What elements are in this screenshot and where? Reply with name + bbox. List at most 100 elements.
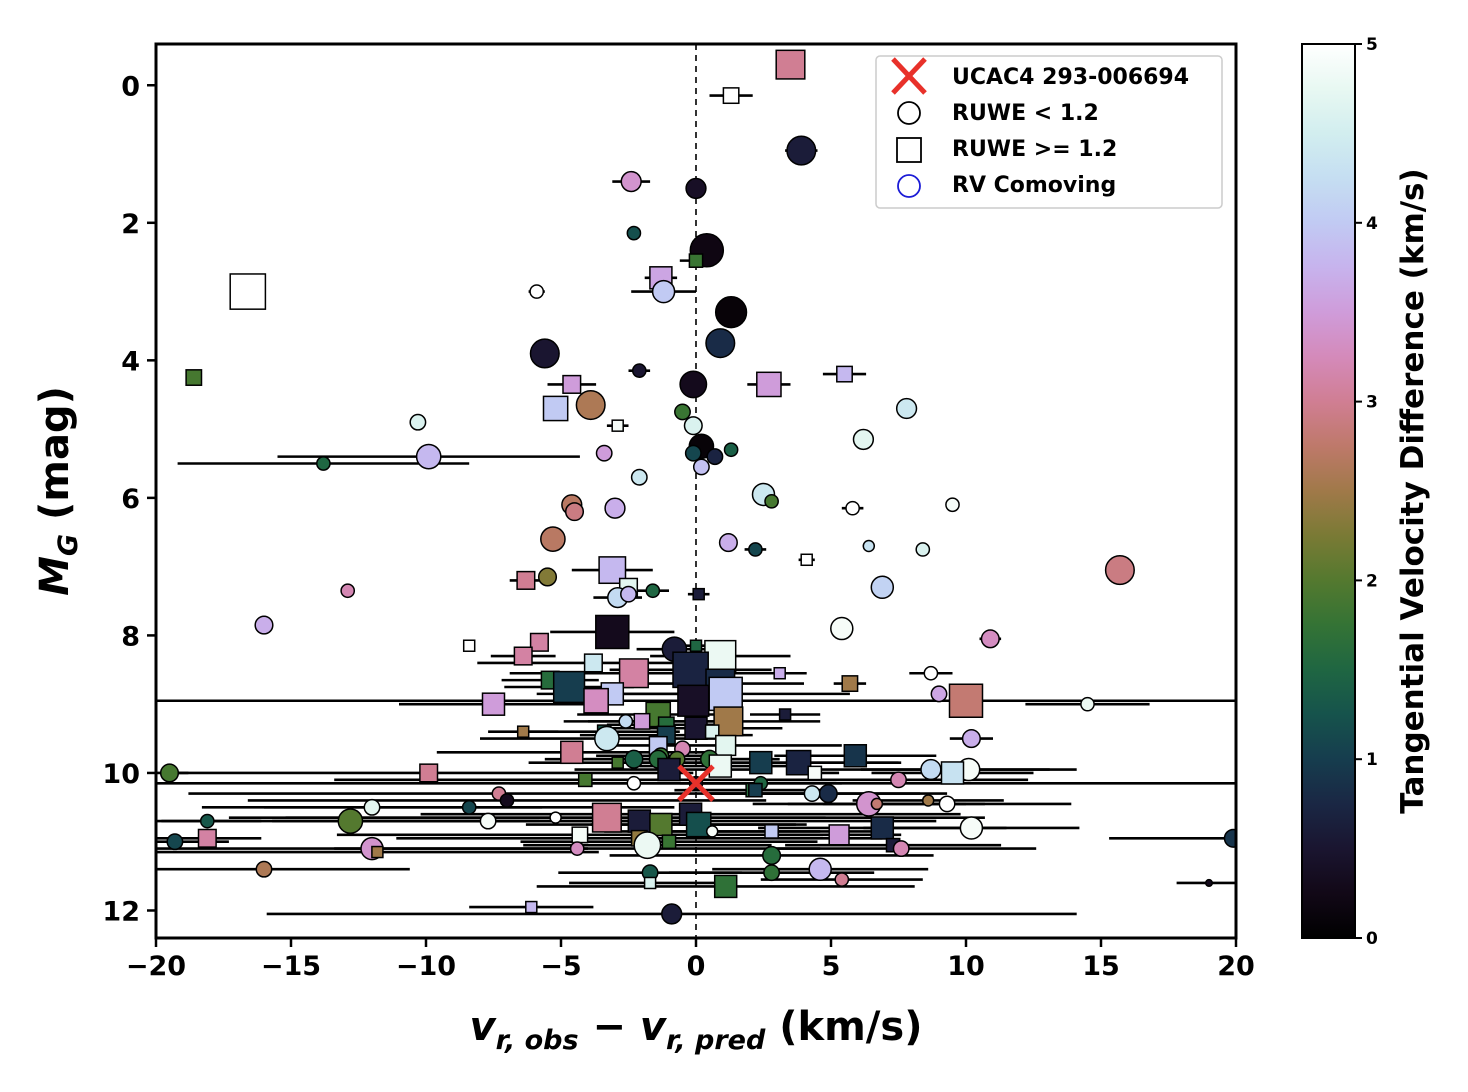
scatter-point-circle (718, 533, 738, 553)
scatter-point-square (542, 395, 569, 422)
scatter-point-square (462, 639, 476, 652)
scatter-point-circle (564, 502, 585, 522)
scatter-point-circle (620, 585, 637, 603)
x-tick-label: 15 (1082, 951, 1120, 982)
scatter-point-circle (818, 784, 838, 804)
legend: UCAC4 293-006694 RUWE < 1.2 RUWE >= 1.2 … (875, 55, 1223, 209)
scatter-point-square (692, 587, 705, 601)
y-tick-label: 2 (121, 209, 140, 240)
scatter-point-circle (705, 825, 719, 838)
scatter-point-square (611, 756, 624, 769)
scatter-point-square (843, 744, 868, 768)
scatter-point-square (371, 845, 384, 859)
scatter-point-circle (692, 458, 710, 476)
scatter-point-circle (620, 170, 642, 193)
scatter-point-circle (706, 448, 724, 466)
y-tick-label: 0 (121, 71, 140, 102)
scatter-point-circle (166, 833, 184, 851)
legend-label-rv-comoving: RV Comoving (952, 173, 1116, 198)
scatter-point-circle (915, 542, 931, 557)
x-tick-label: −15 (261, 951, 321, 982)
legend-label-target: UCAC4 293-006694 (952, 65, 1189, 90)
scatter-point-circle (631, 363, 647, 379)
scatter-point-square (583, 653, 603, 673)
scatter-point-circle (626, 775, 642, 791)
scatter-point-square (197, 828, 217, 848)
scatter-point-square (562, 374, 582, 394)
legend-rv-circle-icon (897, 174, 921, 198)
scatter-point-square (229, 273, 267, 310)
scatter-point-circle (651, 279, 676, 304)
scatter-point-circle (892, 840, 910, 858)
scatter-point-circle (409, 413, 427, 431)
scatter-point-circle (890, 771, 907, 789)
scatter-point-circle (870, 575, 895, 600)
y-tick-label: 6 (121, 484, 140, 515)
legend-label-ruwe-low: RUWE < 1.2 (952, 101, 1099, 126)
scatter-point-circle (845, 500, 860, 516)
scatter-point-circle (808, 857, 832, 881)
x-tick-label: −20 (126, 951, 186, 982)
scatter-point-square (649, 812, 673, 837)
colorbar-label: Tangential Velocity Difference (km/s) (1395, 168, 1431, 813)
scatter-point-circle (569, 841, 585, 856)
scatter-point-square (661, 834, 677, 850)
legend-square-icon (896, 137, 922, 163)
scatter-point-square (529, 632, 549, 652)
y-tick-label: 12 (102, 896, 140, 927)
scatter-point-circle (764, 493, 779, 509)
scatter-point-square (684, 716, 708, 741)
scatter-point-square (627, 809, 652, 833)
scatter-point-square (778, 708, 792, 721)
scatter-point-circle (415, 443, 442, 470)
scatter-point-square (611, 419, 624, 432)
scatter-point-square (775, 49, 806, 80)
colorbar-tick-label: 2 (1366, 571, 1378, 591)
scatter-point-circle (549, 811, 562, 824)
scatter-point-square (828, 824, 850, 846)
scatter-point-square (948, 683, 984, 718)
scatter-point-circle (714, 296, 748, 329)
scatter-point-square (525, 900, 538, 914)
legend-x-icon (891, 57, 927, 95)
scatter-point-square (841, 675, 859, 693)
scatter-point-circle (930, 685, 948, 703)
scatter-point-square (677, 684, 710, 717)
scatter-point-circle (624, 749, 644, 769)
scatter-point-circle (337, 808, 364, 834)
x-tick-label: 0 (687, 951, 706, 982)
y-tick-label: 10 (102, 759, 140, 790)
scatter-point-square (552, 670, 586, 704)
scatter-point-circle (683, 416, 703, 436)
scatter-point-circle (645, 583, 661, 599)
scatter-point-circle (626, 225, 642, 241)
scatter-point-circle (685, 177, 707, 200)
scatter-point-circle (674, 403, 691, 421)
scatter-point-square (800, 553, 813, 567)
scatter-point-circle (762, 845, 782, 866)
target-marker (677, 764, 715, 803)
scatter-point-circle (604, 497, 626, 519)
colorbar-tick-label: 0 (1366, 929, 1378, 949)
scatter-point-circle (661, 903, 683, 925)
scatter-point-square (643, 876, 657, 890)
scatter-point-circle (479, 812, 497, 830)
x-tick-label: 5 (822, 951, 841, 982)
scatter-point-circle (786, 135, 817, 166)
scatter-point-circle (1104, 555, 1135, 586)
legend-circle-icon (897, 101, 921, 125)
scatter-point-square (785, 749, 812, 776)
scatter-point-square (748, 782, 763, 798)
scatter-point-square (688, 253, 704, 268)
scatter-point-square (185, 369, 203, 386)
scatter-point-circle (763, 864, 781, 882)
scatter-point-circle (575, 389, 606, 421)
x-tick-label: 10 (947, 951, 985, 982)
scatter-point-circle (705, 328, 736, 359)
scatter-point-circle (959, 816, 984, 840)
scatter-point-circle (830, 616, 854, 641)
scatter-point-square (773, 666, 786, 680)
scatter-point-circle (923, 665, 939, 681)
y-tick-label: 8 (121, 621, 140, 652)
